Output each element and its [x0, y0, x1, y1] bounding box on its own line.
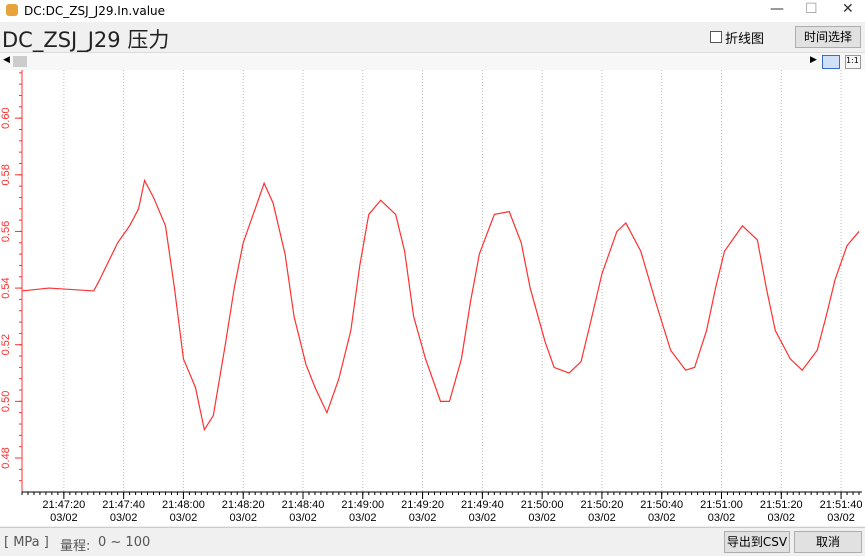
x-tick-label: 21:49:20	[401, 499, 444, 511]
x-tick-date: 03/02	[289, 512, 317, 524]
window-title: DC:DC_ZSJ_J29.In.value	[24, 4, 166, 18]
scroll-left[interactable]: ◀	[3, 55, 10, 65]
x-tick-label: 21:51:40	[820, 499, 863, 511]
x-tick-label: 21:49:40	[461, 499, 504, 511]
checkbox[interactable]	[710, 31, 722, 43]
export-button[interactable]: 导出到CSV	[724, 531, 790, 553]
checkbox-label[interactable]: 折线图	[725, 32, 765, 47]
y-tick-label: 0.52	[0, 334, 12, 355]
reset-button[interactable]: 1:1	[845, 55, 861, 69]
time-select-button[interactable]: 时间选择	[795, 26, 861, 48]
range-value: 0 ~ 100	[98, 535, 151, 550]
x-tick-date: 03/02	[648, 512, 676, 524]
cancel-button[interactable]: 取消	[794, 531, 862, 553]
minimize-button[interactable]: —	[770, 1, 784, 17]
maximize-button[interactable]: ☐	[805, 1, 818, 17]
x-tick-label: 21:50:20	[581, 499, 624, 511]
y-tick-label: 0.50	[0, 391, 12, 412]
x-tick-label: 21:50:40	[640, 499, 683, 511]
plot-background	[0, 70, 865, 526]
x-tick-label: 21:48:00	[162, 499, 205, 511]
x-tick-date: 03/02	[588, 512, 616, 524]
x-tick-date: 03/02	[170, 512, 198, 524]
unit-label: [ MPa ]	[4, 535, 49, 550]
x-tick-label: 21:47:40	[102, 499, 145, 511]
zoom-button[interactable]	[822, 55, 840, 69]
x-tick-date: 03/02	[110, 512, 138, 524]
y-tick-label: 0.58	[0, 164, 12, 185]
x-tick-date: 03/02	[528, 512, 556, 524]
title-bar: DC:DC_ZSJ_J29.In.value — ☐ ✕	[0, 0, 865, 22]
header-title: DC_ZSJ_J29 压力	[2, 28, 170, 52]
x-tick-date: 03/02	[229, 512, 257, 524]
x-tick-label: 21:47:20	[42, 499, 85, 511]
footer: [ MPa ] 量程: 0 ~ 100 导出到CSV 取消	[0, 527, 865, 556]
y-tick-label: 0.56	[0, 221, 12, 242]
data-line	[21, 178, 860, 432]
y-tick-label: 0.54	[0, 277, 12, 298]
chart: 0.480.500.520.540.560.580.6021:47:2003/0…	[0, 70, 865, 526]
x-tick-label: 21:48:40	[282, 499, 325, 511]
close-button[interactable]: ✕	[842, 1, 854, 17]
x-tick-date: 03/02	[349, 512, 377, 524]
x-tick-date: 03/02	[409, 512, 437, 524]
scroll-thumb[interactable]	[13, 56, 27, 67]
x-tick-date: 03/02	[768, 512, 796, 524]
y-tick-label: 0.48	[0, 447, 12, 468]
x-tick-date: 03/02	[469, 512, 497, 524]
x-tick-date: 03/02	[708, 512, 736, 524]
x-tick-label: 21:50:00	[521, 499, 564, 511]
x-tick-label: 21:48:20	[222, 499, 265, 511]
range-label: 量程:	[60, 539, 91, 554]
x-tick-label: 21:51:00	[700, 499, 743, 511]
x-tick-label: 21:51:20	[760, 499, 803, 511]
x-tick-label: 21:49:00	[341, 499, 384, 511]
app-icon	[6, 4, 18, 16]
scroll-right[interactable]: ▶	[810, 55, 817, 65]
scrollbar: ◀ ▶ 1:1	[0, 52, 865, 71]
x-tick-date: 03/02	[50, 512, 78, 524]
x-tick-date: 03/02	[827, 512, 855, 524]
y-tick-label: 0.60	[0, 107, 12, 128]
